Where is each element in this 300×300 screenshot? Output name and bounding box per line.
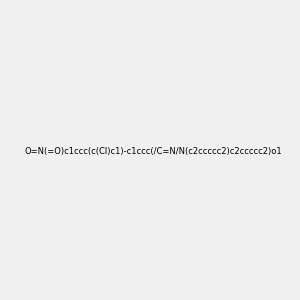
Text: O=N(=O)c1ccc(c(Cl)c1)-c1ccc(/C=N/N(c2ccccc2)c2ccccc2)o1: O=N(=O)c1ccc(c(Cl)c1)-c1ccc(/C=N/N(c2ccc… (25, 147, 283, 156)
